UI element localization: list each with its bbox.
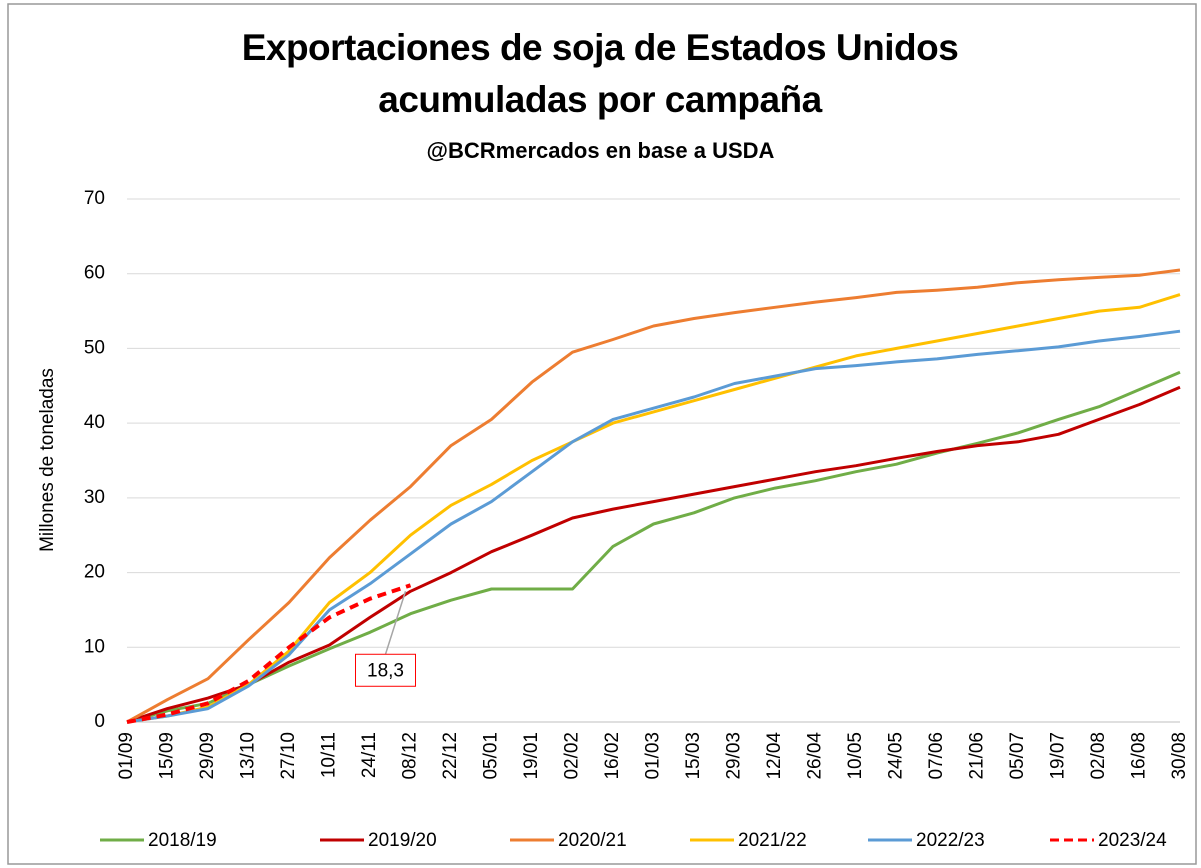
x-tick-label: 15/09	[157, 732, 178, 780]
series-line	[126, 268, 1181, 724]
x-tick-label: 05/01	[481, 732, 502, 780]
x-tick-label: 29/09	[197, 732, 218, 780]
x-tick-label: 19/01	[521, 732, 542, 780]
x-tick-label: 05/07	[1007, 732, 1028, 780]
x-tick-label: 10/05	[845, 732, 866, 780]
x-tick-label: 12/04	[764, 732, 785, 780]
y-tick-label: 60	[84, 263, 105, 284]
x-tick-label: 29/03	[724, 732, 745, 780]
x-tick-label: 01/09	[116, 732, 137, 780]
legend-label: 2022/23	[916, 830, 985, 851]
x-tick-label: 02/08	[1088, 732, 1109, 780]
x-tick-label: 24/05	[886, 732, 907, 780]
chart-title: Exportaciones de soja de Estados Unidos …	[241, 27, 959, 120]
legend-label: 2021/22	[738, 830, 807, 851]
series-line	[126, 385, 1181, 724]
frame	[7, 3, 1197, 865]
legend-label: 2018/19	[148, 830, 217, 851]
x-tick-label: 27/10	[278, 732, 299, 780]
series-line	[126, 583, 412, 724]
x-tick-label: 15/03	[683, 732, 704, 780]
y-tick-label: 30	[84, 487, 105, 508]
chart-subtitle: @BCRmercados en base a USDA	[426, 138, 775, 163]
legend-label: 2020/21	[558, 830, 627, 851]
y-tick-label: 0	[94, 711, 105, 732]
x-tick-label: 26/04	[805, 732, 826, 780]
y-tick-label: 70	[84, 188, 105, 209]
x-tick-label: 22/12	[440, 732, 461, 780]
x-tick-label: 10/11	[319, 732, 340, 778]
legend-label: 2023/24	[1098, 830, 1167, 851]
series-line	[126, 293, 1181, 724]
x-tick-label: 07/06	[926, 732, 947, 780]
x-tick-label: 02/02	[562, 732, 583, 780]
x-tick-label: 01/03	[643, 732, 664, 780]
y-tick-label: 40	[84, 412, 105, 433]
series-line	[126, 329, 1181, 724]
y-tick-label: 20	[84, 562, 105, 583]
x-tick-label: 30/08	[1169, 732, 1190, 780]
y-tick-label: 50	[84, 337, 105, 358]
x-tick-label: 21/06	[967, 732, 988, 780]
series-line	[126, 370, 1181, 724]
x-tick-label: 19/07	[1048, 732, 1069, 780]
x-tick-label: 16/08	[1129, 732, 1150, 780]
label-box	[355, 653, 416, 687]
x-tick-label: 08/12	[400, 732, 421, 780]
x-tick-label: 16/02	[602, 732, 623, 780]
y-axis-label: Millones de toneladas	[37, 368, 58, 552]
y-tick-label: 10	[84, 636, 105, 657]
x-tick-label: 24/11	[359, 732, 380, 778]
data-label: 18,3	[367, 660, 404, 681]
legend-label: 2019/20	[368, 830, 437, 851]
label-leader	[384, 591, 407, 655]
x-tick-label: 13/10	[238, 732, 259, 780]
